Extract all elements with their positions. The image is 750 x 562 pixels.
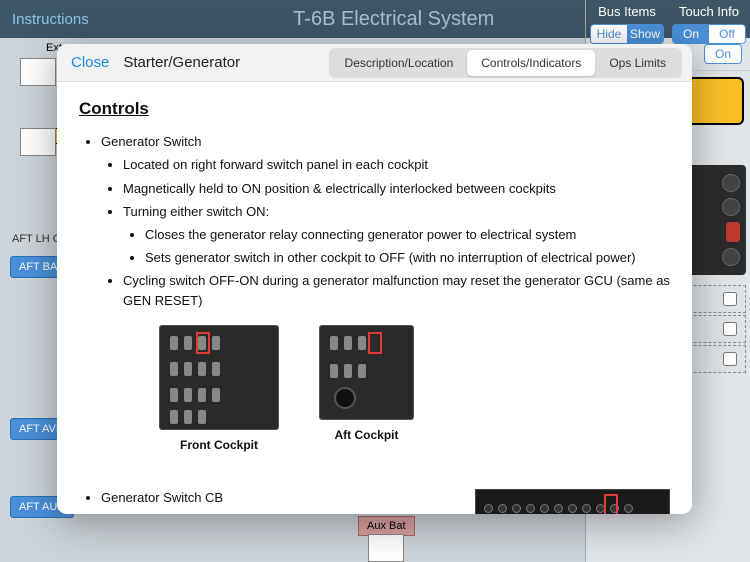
touch-info-toggle[interactable]: On Off <box>672 24 746 44</box>
rotary-knob-icon <box>334 387 356 409</box>
aft-lh-label: AFT LH C <box>12 233 61 245</box>
touch-info-col: Touch Info On Off <box>668 0 750 38</box>
aux-bat-label: Aux Bat <box>358 516 415 536</box>
front-cockpit-panel <box>159 325 279 430</box>
modal-body: Controls Generator Switch Located on rig… <box>57 82 692 514</box>
bus-items-col: Bus Items Hide Show <box>586 0 668 38</box>
list-item: Turning either switch ON: Closes the gen… <box>123 202 670 268</box>
list-item: Closes the generator relay connecting ge… <box>145 225 670 245</box>
figure-aft-cockpit: Aft Cockpit <box>319 325 414 455</box>
el-bal-knob[interactable] <box>722 198 740 216</box>
highlight-box <box>196 332 210 354</box>
tab-controls[interactable]: Controls/Indicators <box>467 50 595 76</box>
app-title: T-6B Electrical System <box>293 8 494 31</box>
st-ign-knob[interactable] <box>722 248 740 266</box>
gen-reset-knob[interactable] <box>722 174 740 192</box>
info-modal: Close Starter/Generator Description/Loca… <box>57 44 692 514</box>
bus-icon <box>368 534 404 562</box>
list-item: Cycling switch OFF-ON during a generator… <box>123 271 670 311</box>
checklist-checkbox[interactable] <box>723 292 737 306</box>
modal-title: Starter/Generator <box>123 54 260 71</box>
checklist-checkbox[interactable] <box>723 322 737 336</box>
section-gen-switch: Generator Switch Located on right forwar… <box>101 132 670 311</box>
controls-heading: Controls <box>79 96 670 122</box>
cb-panel-figure <box>475 489 670 514</box>
highlight-box <box>604 494 618 514</box>
right-panel-header: Bus Items Hide Show Touch Info On Off <box>586 0 750 38</box>
bus-items-toggle[interactable]: Hide Show <box>590 24 664 44</box>
list-item: Sets generator switch in other cockpit t… <box>145 248 670 268</box>
instructions-link[interactable]: Instructions <box>12 11 89 28</box>
bus-icon <box>20 58 56 86</box>
figures-row: Front Cockpit Aft Cockpit <box>159 325 670 455</box>
aft-cockpit-panel <box>319 325 414 420</box>
bus-icon <box>20 128 56 156</box>
close-button[interactable]: Close <box>57 54 123 71</box>
figure-caption: Front Cockpit <box>159 436 279 455</box>
list-item: Magnetically held to ON position & elect… <box>123 179 670 199</box>
pmu-off-button[interactable] <box>726 222 740 242</box>
tab-description[interactable]: Description/Location <box>331 50 468 76</box>
modal-header: Close Starter/Generator Description/Loca… <box>57 44 692 82</box>
modal-tabs: Description/Location Controls/Indicators… <box>329 48 682 78</box>
highlight-box <box>368 332 382 354</box>
engine-on-button[interactable]: On <box>704 44 742 64</box>
list-item: Located on right forward switch panel in… <box>123 155 670 175</box>
figure-front-cockpit: Front Cockpit <box>159 325 279 455</box>
checklist-checkbox[interactable] <box>723 352 737 366</box>
tab-ops-limits[interactable]: Ops Limits <box>595 50 680 76</box>
figure-caption: Aft Cockpit <box>319 426 414 445</box>
